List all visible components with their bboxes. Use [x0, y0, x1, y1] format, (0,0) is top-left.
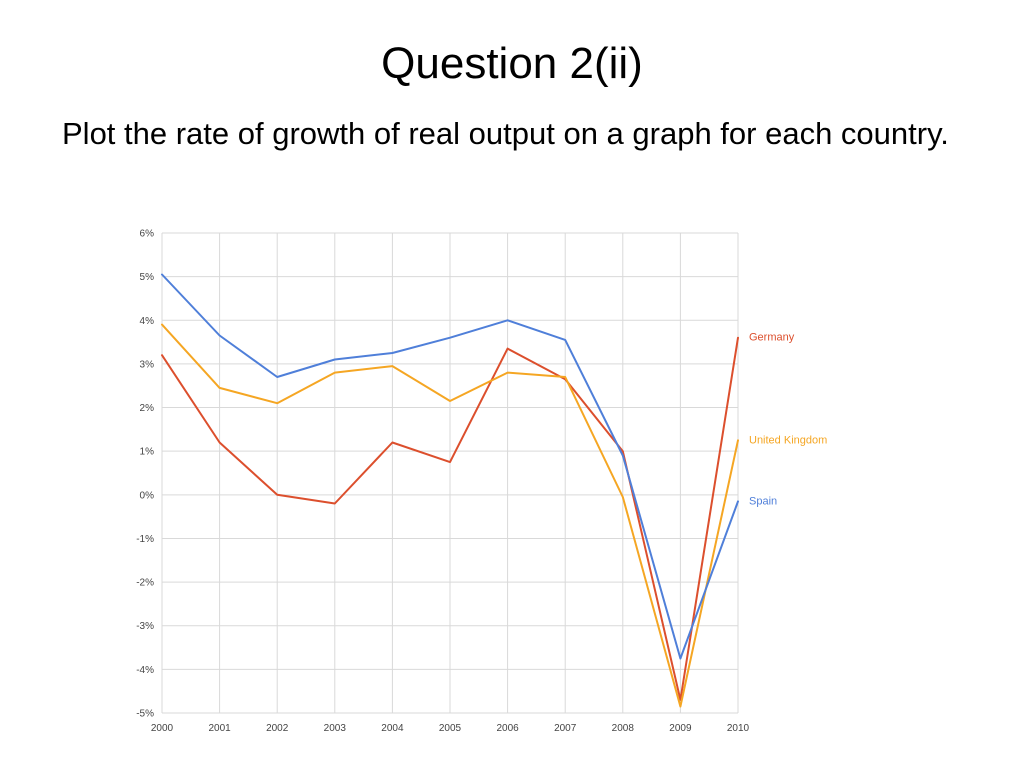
- y-tick-label: -4%: [136, 665, 154, 676]
- x-tick-label: 2010: [727, 723, 750, 734]
- legend-label-united-kingdom: United Kingdom: [749, 434, 827, 446]
- x-tick-label: 2000: [151, 723, 174, 734]
- x-tick-label: 2002: [266, 723, 289, 734]
- series-line-united-kingdom: [161, 323, 739, 708]
- chart-series: [161, 273, 739, 708]
- y-tick-label: 1%: [140, 447, 155, 458]
- y-tick-label: -2%: [136, 578, 154, 589]
- y-tick-label: 6%: [140, 229, 155, 240]
- chart-legend: Germany United Kingdom Spain: [749, 332, 827, 508]
- y-tick-label: 5%: [140, 272, 155, 283]
- legend-label-germany: Germany: [749, 332, 795, 344]
- slide-title: Question 2(ii): [381, 39, 643, 88]
- y-tick-label: -1%: [136, 534, 154, 545]
- series-line-germany: [161, 336, 739, 701]
- legend-label-spain: Spain: [749, 495, 777, 507]
- x-tick-label: 2001: [208, 723, 231, 734]
- chart-axes: 6% 5% 4% 3% 2% 1% 0% -1% -2% -3% -4% -5% 2000 2001 200…: [136, 229, 749, 735]
- series-line-spain: [161, 273, 739, 660]
- x-tick-label: 2007: [554, 723, 577, 734]
- chart-grid: [161, 232, 739, 714]
- slide-body-text: Plot the rate of growth of real output o…: [62, 116, 949, 151]
- y-tick-label: 4%: [140, 316, 155, 327]
- x-tick-label: 2005: [439, 723, 462, 734]
- x-tick-label: 2004: [381, 723, 404, 734]
- y-tick-label: -5%: [136, 709, 154, 720]
- x-tick-label: 2008: [612, 723, 635, 734]
- y-tick-label: 0%: [140, 490, 155, 501]
- x-tick-label: 2009: [669, 723, 692, 734]
- x-tick-label: 2003: [324, 723, 347, 734]
- y-tick-label: 3%: [140, 359, 155, 370]
- y-tick-label: -3%: [136, 621, 154, 632]
- y-tick-label: 2%: [140, 403, 155, 414]
- x-tick-label: 2006: [496, 723, 519, 734]
